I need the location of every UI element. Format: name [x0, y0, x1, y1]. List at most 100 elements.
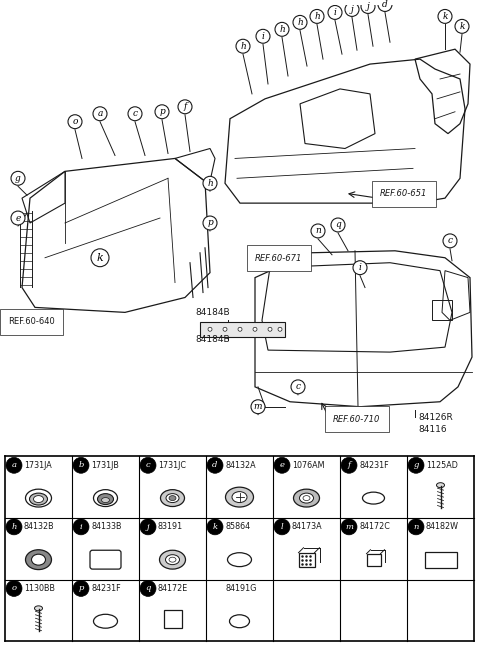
Text: 84172E: 84172E	[158, 584, 188, 593]
Text: p: p	[207, 218, 213, 228]
Ellipse shape	[166, 555, 180, 565]
Text: k: k	[442, 12, 448, 21]
Circle shape	[223, 327, 227, 331]
Ellipse shape	[160, 489, 184, 506]
Text: j: j	[350, 5, 353, 14]
Text: h: h	[207, 179, 213, 188]
Circle shape	[11, 211, 25, 225]
Text: q: q	[145, 584, 151, 592]
Circle shape	[378, 0, 392, 11]
Text: 84116: 84116	[418, 424, 446, 434]
Circle shape	[178, 100, 192, 113]
Ellipse shape	[436, 483, 444, 487]
Ellipse shape	[166, 493, 179, 502]
Circle shape	[11, 171, 25, 185]
Circle shape	[438, 9, 452, 24]
Text: g: g	[15, 174, 21, 183]
Text: REF.60-651: REF.60-651	[380, 189, 427, 198]
Text: 84172C: 84172C	[359, 522, 390, 531]
Text: c: c	[296, 382, 300, 392]
Text: 1731JC: 1731JC	[158, 461, 186, 470]
Circle shape	[408, 519, 424, 535]
Circle shape	[408, 457, 424, 473]
Text: b: b	[78, 461, 84, 469]
Text: g: g	[413, 461, 419, 469]
Text: o: o	[72, 117, 78, 126]
Text: 84173A: 84173A	[292, 522, 323, 531]
Circle shape	[331, 218, 345, 232]
Text: f: f	[348, 461, 350, 469]
Text: REF.60-671: REF.60-671	[255, 254, 302, 263]
Text: m: m	[254, 402, 262, 411]
Circle shape	[238, 327, 242, 331]
Text: 1731JB: 1731JB	[91, 461, 119, 470]
Text: 84132A: 84132A	[225, 461, 256, 470]
Circle shape	[203, 176, 217, 190]
Text: h: h	[240, 42, 246, 51]
Text: 1076AM: 1076AM	[292, 461, 324, 470]
Text: 1125AD: 1125AD	[426, 461, 458, 470]
Text: c: c	[145, 461, 150, 469]
Ellipse shape	[101, 498, 109, 502]
Polygon shape	[200, 322, 285, 337]
Circle shape	[328, 5, 342, 20]
Text: 84133B: 84133B	[91, 522, 121, 531]
Ellipse shape	[300, 493, 313, 503]
Text: q: q	[335, 220, 341, 230]
Text: h: h	[12, 523, 17, 531]
Ellipse shape	[226, 487, 253, 507]
Text: p: p	[78, 584, 84, 592]
Ellipse shape	[25, 550, 51, 569]
Text: n: n	[315, 226, 321, 236]
Text: 84231F: 84231F	[359, 461, 389, 470]
Text: 84126R: 84126R	[418, 413, 453, 422]
Text: o: o	[12, 584, 16, 592]
Text: 1130BB: 1130BB	[24, 584, 55, 593]
Ellipse shape	[169, 495, 176, 501]
Circle shape	[455, 20, 469, 33]
Ellipse shape	[232, 491, 247, 502]
Circle shape	[341, 457, 357, 473]
Ellipse shape	[34, 495, 44, 502]
Circle shape	[208, 327, 212, 331]
Circle shape	[341, 519, 357, 535]
Circle shape	[236, 39, 250, 53]
Text: e: e	[15, 213, 21, 222]
Bar	[424, 552, 456, 567]
Bar	[164, 610, 181, 628]
Text: l: l	[281, 523, 283, 531]
Text: 84231F: 84231F	[91, 584, 120, 593]
Text: k: k	[96, 253, 103, 263]
Circle shape	[253, 327, 257, 331]
Text: k: k	[213, 523, 217, 531]
Circle shape	[207, 457, 223, 473]
Ellipse shape	[293, 489, 320, 507]
Circle shape	[443, 234, 457, 248]
Text: p: p	[159, 108, 165, 116]
Text: i: i	[80, 523, 82, 531]
Circle shape	[275, 22, 289, 36]
Ellipse shape	[35, 606, 43, 611]
Circle shape	[293, 16, 307, 30]
Circle shape	[345, 3, 359, 16]
Text: 84191G: 84191G	[225, 584, 256, 593]
Text: a: a	[12, 461, 16, 469]
Text: h: h	[314, 12, 320, 21]
Circle shape	[155, 105, 169, 119]
Text: 84132B: 84132B	[24, 522, 55, 531]
Text: 1731JA: 1731JA	[24, 461, 52, 470]
Circle shape	[251, 400, 265, 414]
Circle shape	[361, 0, 375, 13]
Circle shape	[73, 457, 89, 473]
Text: 85864: 85864	[225, 522, 250, 531]
Text: m: m	[345, 523, 353, 531]
Text: d: d	[382, 0, 388, 9]
Text: h: h	[279, 25, 285, 34]
Text: i: i	[262, 31, 264, 41]
Text: h: h	[297, 18, 303, 27]
Text: f: f	[183, 102, 187, 112]
Text: c: c	[447, 236, 453, 245]
Circle shape	[140, 581, 156, 596]
Text: n: n	[413, 523, 419, 531]
Ellipse shape	[32, 554, 46, 565]
